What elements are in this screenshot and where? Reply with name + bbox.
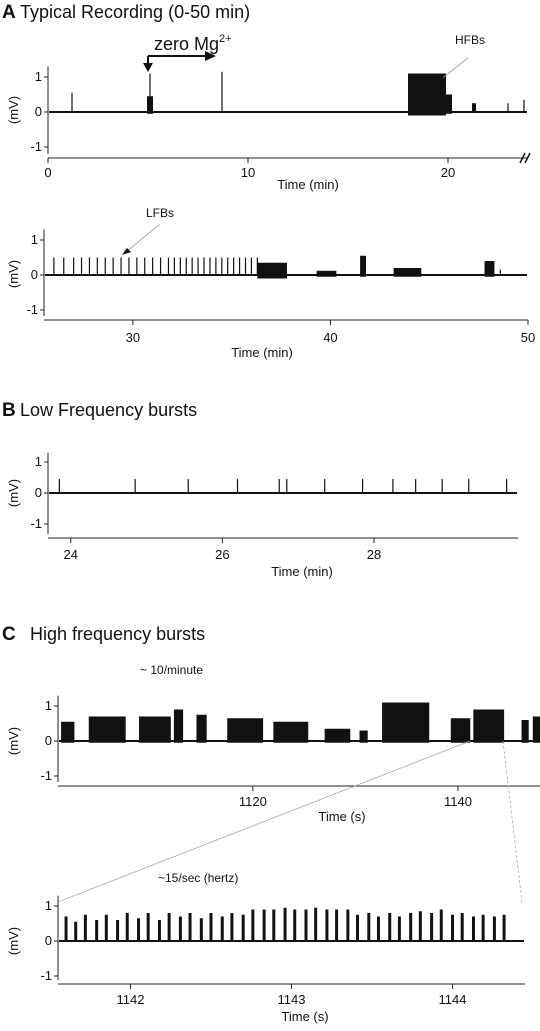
burst-c1-10 xyxy=(450,718,471,743)
x-axis-label-b: Time (min) xyxy=(271,564,333,579)
y-tick-label-a2: 0 xyxy=(31,267,38,282)
x-tick-label-a2: 40 xyxy=(323,330,337,345)
zero-mg-label: zero Mg2+ xyxy=(154,33,232,54)
burst-c1-0 xyxy=(61,721,75,743)
panel-a-title: Typical Recording (0-50 min) xyxy=(20,2,250,22)
hfbs-label: HFBs xyxy=(455,33,485,47)
burst-a2-1 xyxy=(316,270,337,277)
y-tick-label-a1: 0 xyxy=(35,104,42,119)
burst-a2-2 xyxy=(360,255,367,277)
zero-mg-right-arrowhead xyxy=(205,51,216,61)
y-tick-label-c1: 1 xyxy=(45,698,52,713)
x-tick-label-a2: 30 xyxy=(126,330,140,345)
burst-a2-0 xyxy=(257,262,287,279)
burst-c1-5 xyxy=(227,718,264,743)
zoom-line-left xyxy=(57,740,471,903)
y-tick-label-b: 1 xyxy=(35,454,42,469)
burst-c1-12 xyxy=(521,720,529,743)
burst-c1-1 xyxy=(88,716,126,743)
axis-break-mark xyxy=(519,152,526,164)
panel-b-title: Low Frequency bursts xyxy=(20,400,197,420)
panel-a-letter: A xyxy=(2,2,16,23)
rate-per-minute-label: ~ 10/minute xyxy=(140,663,203,677)
x-tick-label-c2: 1143 xyxy=(278,992,306,1007)
hfbs-pointer-arrowhead xyxy=(437,76,445,82)
y-tick-label-c2: 0 xyxy=(45,933,52,948)
x-tick-label-b: 28 xyxy=(367,547,381,562)
burst-c1-4 xyxy=(196,714,207,743)
x-tick-label-a1: 10 xyxy=(241,165,255,180)
zoom-line-right xyxy=(502,740,523,903)
burst-a2-3 xyxy=(393,268,422,277)
y-axis-label-a1: (mV) xyxy=(6,96,21,124)
lfbs-pointer-arrowhead xyxy=(122,248,131,255)
panel-c-title: High frequency bursts xyxy=(30,624,205,644)
y-tick-label-c2: 1 xyxy=(45,898,52,913)
x-tick-label-c2: 1142 xyxy=(116,992,144,1007)
y-tick-label-b: 0 xyxy=(35,485,42,500)
rate-per-second-label: ~15/sec (hertz) xyxy=(158,871,238,885)
x-axis-label-c2: Time (s) xyxy=(281,1009,328,1024)
burst-c1-7 xyxy=(324,728,351,743)
y-tick-label-c1: -1 xyxy=(40,768,52,783)
x-tick-label-c2: 1144 xyxy=(439,992,467,1007)
burst-c1-3 xyxy=(173,709,184,743)
chart-c2: 1 0 -1 1142 1143 1144 Time (s) (mV) xyxy=(6,895,525,1024)
burst-c1-9 xyxy=(382,702,430,743)
burst-c1-6 xyxy=(273,721,309,743)
burst-a1-3 xyxy=(472,103,476,113)
x-tick-label-b: 26 xyxy=(215,547,229,562)
x-tick-label-a1: 20 xyxy=(441,165,455,180)
y-tick-label-a1: -1 xyxy=(30,139,42,154)
axis-break-mark xyxy=(524,152,531,164)
x-tick-label-c1: 1120 xyxy=(239,794,267,809)
y-axis-label-c1: (mV) xyxy=(6,727,21,755)
y-tick-label-c2: -1 xyxy=(40,968,52,983)
burst-c1-8 xyxy=(359,730,368,743)
zero-mg-down-arrowhead xyxy=(143,63,153,72)
x-axis-label-a1: Time (min) xyxy=(277,177,339,192)
hfbs-pointer-line xyxy=(439,57,469,81)
x-tick-label-a2: 50 xyxy=(521,330,535,345)
chart-a2: 1 0 -1 30 40 50 Time (min) (mV) xyxy=(6,229,535,360)
burst-c1-13 xyxy=(532,716,540,743)
y-tick-label-c1: 0 xyxy=(45,733,52,748)
panel-b-letter: B xyxy=(2,400,16,421)
x-tick-label-a1: 0 xyxy=(44,165,51,180)
x-axis-label-a2: Time (min) xyxy=(231,345,293,360)
lfbs-pointer-line xyxy=(125,223,161,253)
y-tick-label-b: -1 xyxy=(30,516,42,531)
x-tick-label-c1: 1140 xyxy=(444,794,472,809)
panel-c-letter: C xyxy=(2,624,16,645)
burst-a1-2 xyxy=(446,94,452,114)
lfbs-label: LFBs xyxy=(146,206,174,220)
y-tick-label-a1: 1 xyxy=(35,69,42,84)
zero-mg-text: zero Mg xyxy=(154,34,219,54)
x-tick-label-b: 24 xyxy=(64,547,78,562)
burst-c1-2 xyxy=(139,716,171,743)
burst-a2-4 xyxy=(484,261,495,277)
chart-c1: 1 0 -1 1120 1140 Time (s) (mV) xyxy=(6,695,540,824)
y-tick-label-a2: 1 xyxy=(31,232,38,247)
x-axis-label-c1: Time (s) xyxy=(318,809,365,824)
y-axis-label-c2: (mV) xyxy=(6,927,21,955)
y-axis-label-b: (mV) xyxy=(6,479,21,507)
zero-mg-superscript: 2+ xyxy=(219,33,232,45)
y-axis-label-a2: (mV) xyxy=(6,260,21,288)
burst-a1-0 xyxy=(147,96,153,114)
chart-b: 1 0 -1 24 26 28 Time (min) (mV) xyxy=(6,452,518,579)
burst-c1-11 xyxy=(473,709,505,743)
y-tick-label-a2: -1 xyxy=(26,302,38,317)
